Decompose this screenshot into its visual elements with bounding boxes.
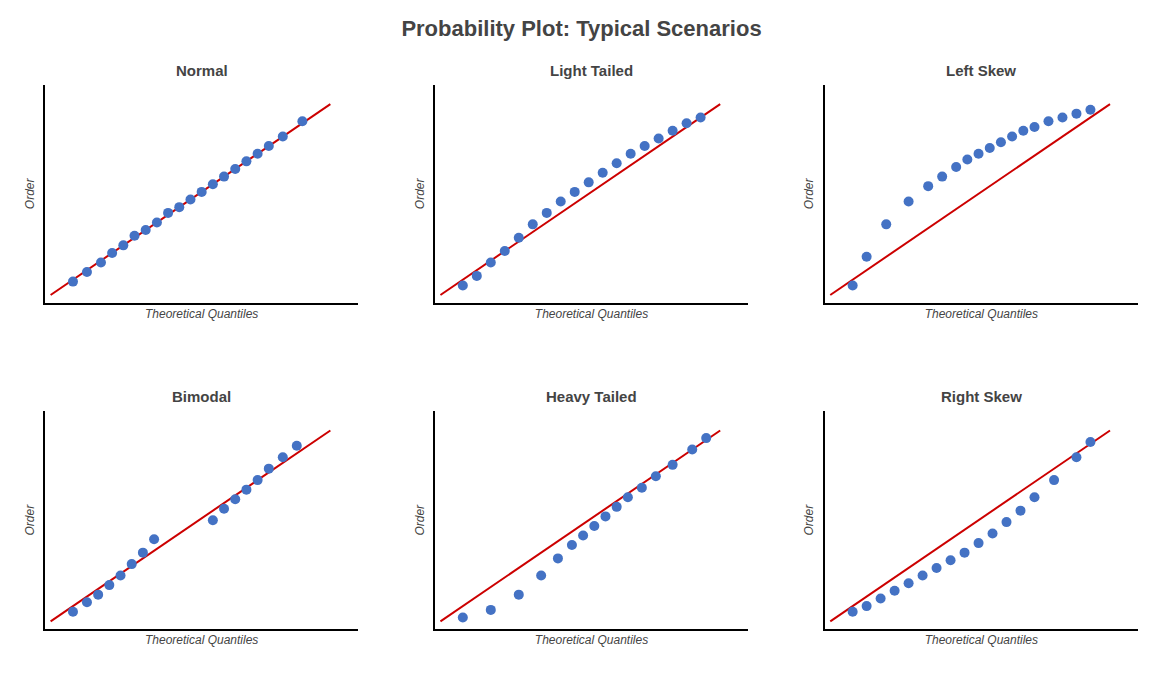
svg-text:Left Skew: Left Skew [946, 62, 1016, 79]
svg-text:Order: Order [23, 504, 37, 536]
svg-text:Theoretical Quantiles: Theoretical Quantiles [145, 633, 258, 647]
svg-text:Probability Plot: Typical Scen: Probability Plot: Typical Scenarios [401, 16, 761, 41]
svg-text:Bimodal: Bimodal [172, 388, 231, 405]
svg-text:Theoretical Quantiles: Theoretical Quantiles [925, 307, 1038, 321]
svg-text:Light Tailed: Light Tailed [550, 62, 633, 79]
svg-text:Order: Order [802, 177, 816, 209]
svg-text:Theoretical Quantiles: Theoretical Quantiles [145, 307, 258, 321]
svg-text:Right Skew: Right Skew [941, 388, 1022, 405]
svg-text:Order: Order [413, 504, 427, 536]
svg-text:Theoretical Quantiles: Theoretical Quantiles [535, 307, 648, 321]
svg-text:Theoretical Quantiles: Theoretical Quantiles [535, 633, 648, 647]
svg-text:Order: Order [23, 177, 37, 209]
svg-text:Heavy Tailed: Heavy Tailed [546, 388, 637, 405]
svg-text:Theoretical Quantiles: Theoretical Quantiles [925, 633, 1038, 647]
svg-text:Order: Order [802, 504, 816, 536]
svg-text:Order: Order [413, 177, 427, 209]
svg-text:Normal: Normal [176, 62, 228, 79]
